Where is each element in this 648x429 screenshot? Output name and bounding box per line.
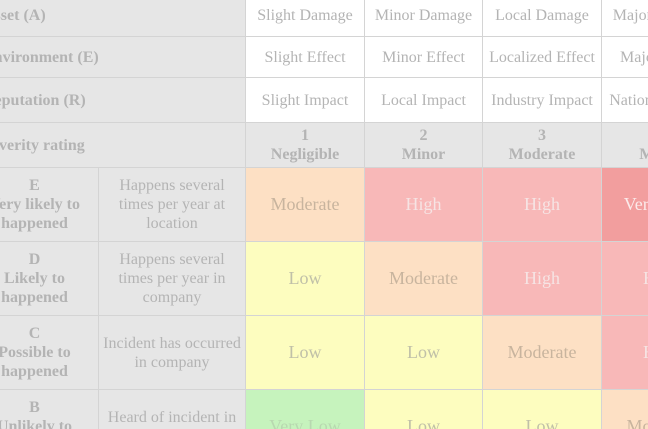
- text: Minor Effect: [382, 48, 465, 66]
- consequence-cell: Slight Impact: [245, 77, 365, 123]
- description: Happens several times per year at locati…: [118, 177, 226, 232]
- severity-label: Severity rating: [0, 122, 246, 168]
- risk-cell: Moderate: [601, 389, 648, 429]
- text: Local Impact: [381, 91, 466, 109]
- risk-cell: Very High: [601, 167, 648, 242]
- label: Reputation (R): [0, 91, 86, 109]
- row-label: Reputation (R): [0, 77, 246, 123]
- consequence-cell: Minor Damage: [364, 0, 483, 37]
- label: Very likely to happened: [0, 196, 80, 232]
- rating: Very Low: [269, 416, 341, 429]
- rating: Low: [288, 268, 322, 288]
- text: Major Damage: [612, 7, 648, 24]
- likelihood-label: D Likely to happened: [0, 241, 99, 316]
- risk-cell: Moderate: [482, 315, 602, 390]
- risk-cell: Low: [245, 315, 365, 390]
- label: Unlikely to happened: [0, 418, 73, 429]
- rating: Moderate: [270, 194, 340, 214]
- likelihood-label: E Very likely to happened: [0, 167, 99, 242]
- text: Local Damage: [495, 7, 589, 24]
- label: Severity rating: [0, 136, 85, 154]
- risk-cell: Low: [364, 315, 483, 390]
- label: Likely to happened: [1, 270, 68, 306]
- description: Heard of incident in industry: [107, 408, 237, 429]
- text: Major Effect: [620, 48, 648, 66]
- letter: E: [29, 177, 40, 194]
- label: Environment (E): [0, 48, 99, 66]
- rating: Low: [288, 342, 322, 362]
- risk-cell: Moderate: [364, 241, 483, 316]
- rating: Moderate: [507, 342, 577, 362]
- consequence-cell: Local Damage: [482, 0, 602, 37]
- consequence-cell: Minor Effect: [364, 36, 483, 78]
- risk-cell: Moderate: [245, 167, 365, 242]
- rating: High: [405, 194, 442, 214]
- level-number: 2: [419, 127, 428, 144]
- consequence-cell: Local Impact: [364, 77, 483, 123]
- risk-cell: Low: [364, 389, 483, 429]
- severity-level: 4Major: [601, 122, 648, 168]
- rating: Low: [525, 416, 559, 429]
- likelihood-label: C Possible to happened: [0, 315, 99, 390]
- consequence-cell: Slight Damage: [245, 0, 365, 37]
- text: Localized Effect: [489, 48, 595, 66]
- likelihood-description: Heard of incident in industry: [98, 389, 246, 429]
- description: Happens several times per year in compan…: [118, 251, 226, 306]
- risk-cell: Very Low: [245, 389, 365, 429]
- rating: Very High: [623, 194, 648, 214]
- level-name: Moderate: [508, 146, 576, 163]
- label: Asset (A): [0, 7, 46, 24]
- level-number: 1: [301, 127, 309, 144]
- risk-cell: Low: [482, 389, 602, 429]
- level-number: 3: [538, 127, 546, 144]
- rating: High: [643, 269, 648, 288]
- label: Possible to happened: [0, 344, 71, 380]
- letter: D: [28, 251, 41, 268]
- text: Industry Impact: [491, 91, 593, 109]
- description: Incident has occurred in company: [103, 334, 241, 371]
- text: National Impact: [609, 91, 648, 109]
- rating: Low: [407, 416, 440, 429]
- consequence-cell: Industry Impact: [482, 77, 602, 123]
- risk-cell: High: [482, 167, 602, 242]
- likelihood-description: Incident has occurred in company: [98, 315, 246, 390]
- risk-cell: High: [364, 167, 483, 242]
- risk-cell: Low: [245, 241, 365, 316]
- likelihood-description: Happens several times per year at locati…: [98, 167, 246, 242]
- level-name: Minor: [401, 146, 446, 163]
- consequence-cell: National Impact: [601, 77, 648, 123]
- rating: Moderate: [626, 416, 648, 429]
- risk-cell: High: [482, 241, 602, 316]
- rating: Low: [407, 342, 440, 362]
- text: Slight Effect: [264, 48, 346, 66]
- rating: Moderate: [389, 268, 458, 288]
- letter: B: [29, 399, 40, 416]
- risk-cell: High: [601, 241, 648, 316]
- level-name: Major: [639, 146, 648, 163]
- consequence-cell: Localized Effect: [482, 36, 602, 78]
- rating: High: [643, 343, 648, 362]
- row-label: Environment (E): [0, 36, 246, 78]
- text: Slight Damage: [257, 7, 353, 24]
- letter: C: [28, 325, 41, 342]
- text: Minor Damage: [374, 7, 473, 24]
- likelihood-description: Happens several times per year in compan…: [98, 241, 246, 316]
- row-label: Asset (A): [0, 0, 246, 37]
- text: Slight Impact: [261, 91, 349, 109]
- rating: High: [524, 268, 560, 288]
- level-name: Negligible: [270, 146, 340, 163]
- severity-level: 2 Minor: [364, 122, 483, 168]
- consequence-cell: Major Damage: [601, 0, 648, 37]
- rating: High: [524, 194, 560, 214]
- likelihood-label: B Unlikely to happened: [0, 389, 99, 429]
- severity-level: 1 Negligible: [245, 122, 365, 168]
- consequence-cell: Major Effect: [601, 36, 648, 78]
- risk-cell: High: [601, 315, 648, 390]
- consequence-cell: Slight Effect: [245, 36, 365, 78]
- severity-level: 3 Moderate: [482, 122, 602, 168]
